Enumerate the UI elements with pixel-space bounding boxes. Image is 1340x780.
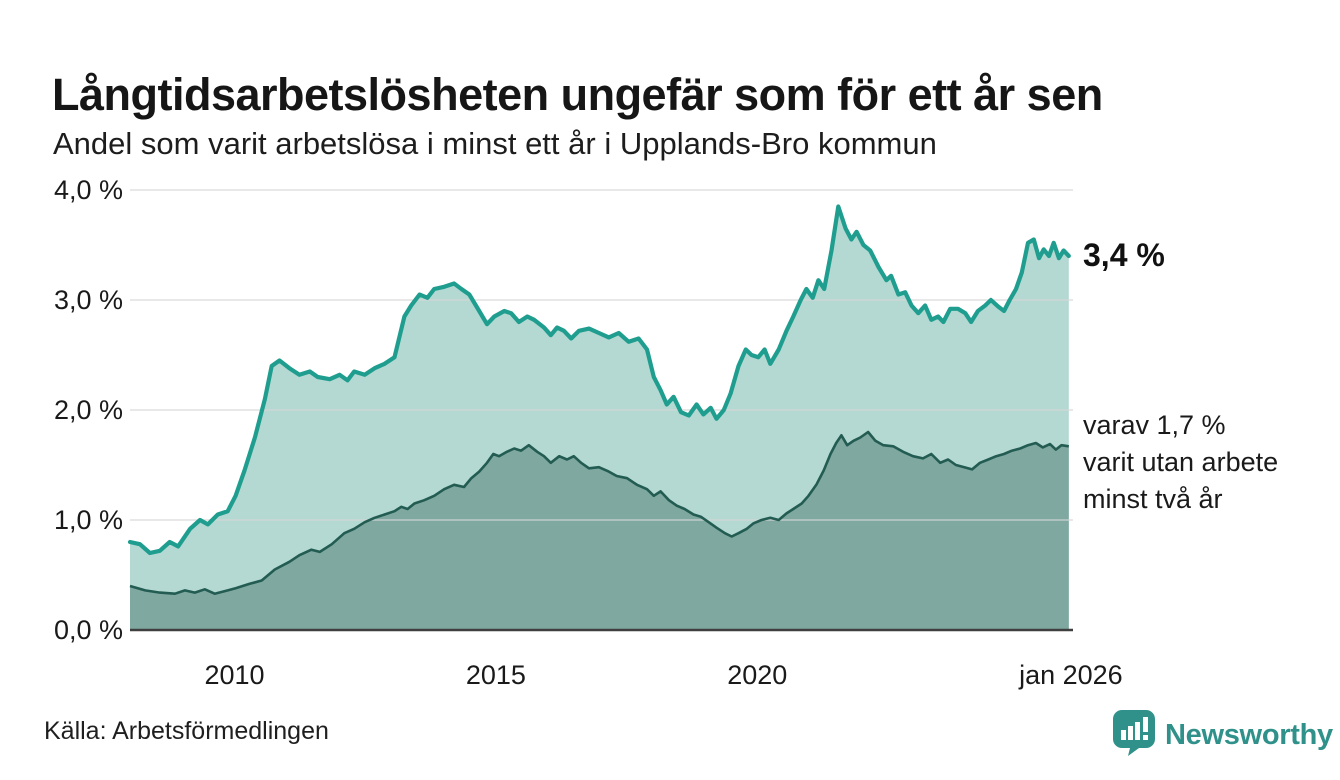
newsworthy-logo[interactable]: Newsworthy (1112, 709, 1333, 761)
page-subtitle: Andel som varit arbetslösa i minst ett å… (53, 126, 937, 161)
x-axis-tick-label: jan 2026 (1019, 660, 1123, 690)
annotation-note-line: varit utan arbete (1083, 447, 1279, 477)
series-end-label-two-years: varav 1,7 % varit utan arbete minst två … (1083, 407, 1333, 518)
source-note: Källa: Arbetsförmedlingen (44, 717, 329, 745)
newsworthy-wordmark: Newsworthy (1165, 718, 1333, 751)
y-axis-tick-label: 1,0 % (53, 505, 123, 535)
x-axis-tick-label: 2020 (727, 660, 788, 690)
series-end-label-total: 3,4 % (1083, 237, 1165, 273)
annotation-note-line: minst två år (1083, 484, 1223, 514)
page-title: Långtidsarbetslösheten ungefär som för e… (52, 69, 1103, 121)
y-axis-tick-label: 3,0 % (53, 285, 123, 315)
y-axis-tick-label: 2,0 % (53, 395, 123, 425)
line-total (127, 204, 1071, 556)
annotation-note-line: varav 1,7 % (1083, 410, 1226, 440)
x-axis-tick-label: 2015 (465, 660, 526, 690)
area-fill-two-years (130, 432, 1069, 630)
y-axis-tick-label: 4,0 % (53, 175, 123, 205)
y-axis-tick-label: 0,0 % (53, 615, 123, 645)
newsworthy-bar-chart-bubble-icon (1112, 709, 1156, 761)
x-axis-tick-label: 2010 (204, 660, 265, 690)
line-two-years (129, 430, 1069, 596)
